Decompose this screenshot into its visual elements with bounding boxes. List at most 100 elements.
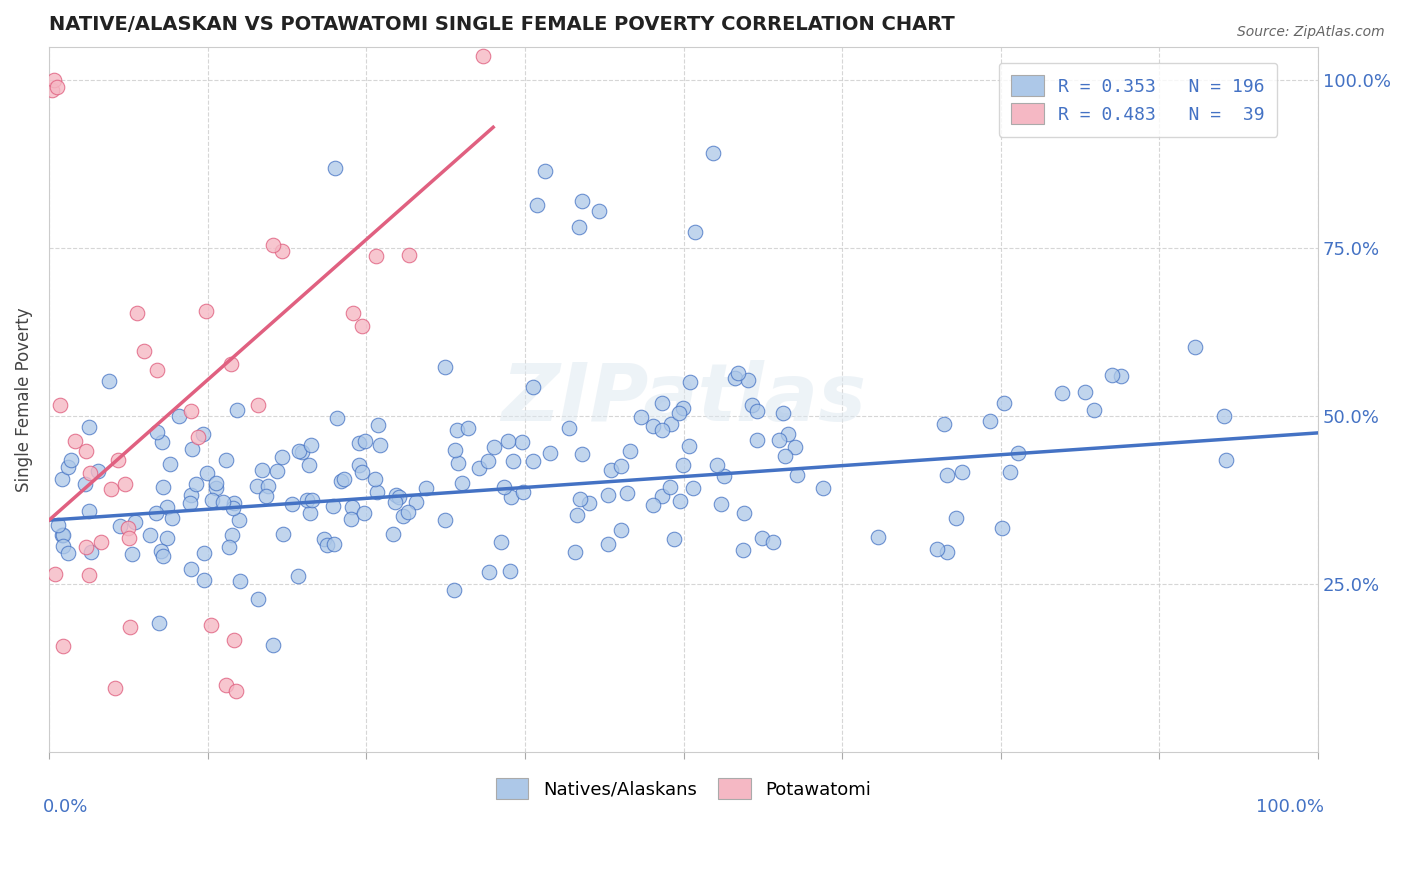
Point (118, 620, 141, 634)
Point (333, 473, 356, 487)
Point (222, 633, 245, 648)
Point (156, 500, 179, 514)
Point (366, 484, 388, 499)
Point (443, 442, 465, 457)
Point (49, 398, 72, 412)
Point (80, 545, 103, 559)
Point (415, 481, 437, 495)
Point (149, 544, 172, 558)
Point (349, 458, 371, 472)
Point (762, 534, 785, 549)
Point (990, 521, 1012, 535)
Text: 100.0%: 100.0% (1257, 797, 1324, 816)
Point (778, 426, 800, 441)
Point (571, 194, 593, 208)
Point (526, 198, 548, 212)
Point (433, 359, 456, 374)
Point (925, 542, 948, 557)
Point (382, 526, 405, 541)
Point (77, 568, 100, 582)
Point (156, 532, 179, 546)
Point (329, 474, 352, 488)
Point (56, 460, 79, 475)
Point (245, 479, 267, 493)
Point (352, 465, 374, 479)
Point (1215, 452, 1237, 467)
Point (150, 434, 173, 449)
Point (193, 546, 215, 560)
Point (250, 463, 273, 477)
Point (384, 495, 406, 509)
Point (993, 396, 1015, 410)
Point (51, 528, 73, 542)
Point (75, 476, 97, 491)
Point (205, 481, 228, 495)
Point (772, 406, 794, 420)
Point (678, 439, 700, 453)
Point (354, 434, 377, 448)
Point (434, 513, 457, 527)
Point (659, 417, 682, 432)
Point (932, 417, 955, 431)
Point (347, 435, 370, 450)
Point (398, 247, 420, 261)
Point (498, 434, 520, 448)
Point (751, 531, 773, 545)
Point (364, 472, 387, 486)
Point (786, 468, 808, 483)
Point (457, 421, 479, 435)
Point (104, 681, 127, 695)
Point (651, 396, 673, 410)
Legend: Natives/Alaskans, Potawatomi: Natives/Alaskans, Potawatomi (489, 771, 879, 806)
Point (522, 380, 544, 394)
Point (540, 445, 562, 459)
Point (710, 497, 733, 511)
Point (811, 481, 834, 495)
Point (63, 434, 86, 449)
Point (616, 486, 638, 500)
Point (669, 494, 692, 508)
Point (367, 417, 389, 432)
Point (868, 530, 890, 544)
Point (117, 532, 139, 546)
Point (215, 452, 238, 467)
Point (405, 494, 427, 508)
Point (1109, 368, 1132, 383)
Text: 0.0%: 0.0% (42, 797, 89, 816)
Point (1050, 386, 1073, 401)
Point (641, 418, 664, 433)
Point (181, 442, 204, 457)
Point (325, 161, 347, 176)
Point (492, 480, 515, 494)
Point (56, 546, 79, 560)
Point (668, 406, 690, 420)
Point (564, 545, 586, 559)
Point (731, 542, 754, 557)
Point (291, 445, 314, 459)
Point (169, 409, 191, 424)
Point (768, 433, 790, 447)
Point (288, 444, 311, 458)
Point (46, 517, 69, 532)
Point (443, 582, 465, 597)
Point (193, 573, 215, 587)
Point (945, 511, 967, 525)
Point (727, 366, 749, 380)
Point (298, 458, 321, 472)
Point (391, 508, 413, 523)
Point (44, 567, 66, 582)
Point (51, 472, 73, 486)
Point (499, 564, 522, 578)
Point (998, 466, 1021, 480)
Point (180, 404, 202, 418)
Point (100, 482, 122, 496)
Point (52, 528, 75, 542)
Point (733, 507, 755, 521)
Point (1083, 402, 1105, 417)
Point (773, 449, 796, 463)
Point (297, 493, 319, 508)
Point (501, 490, 523, 504)
Point (388, 490, 411, 504)
Point (651, 490, 673, 504)
Point (706, 458, 728, 473)
